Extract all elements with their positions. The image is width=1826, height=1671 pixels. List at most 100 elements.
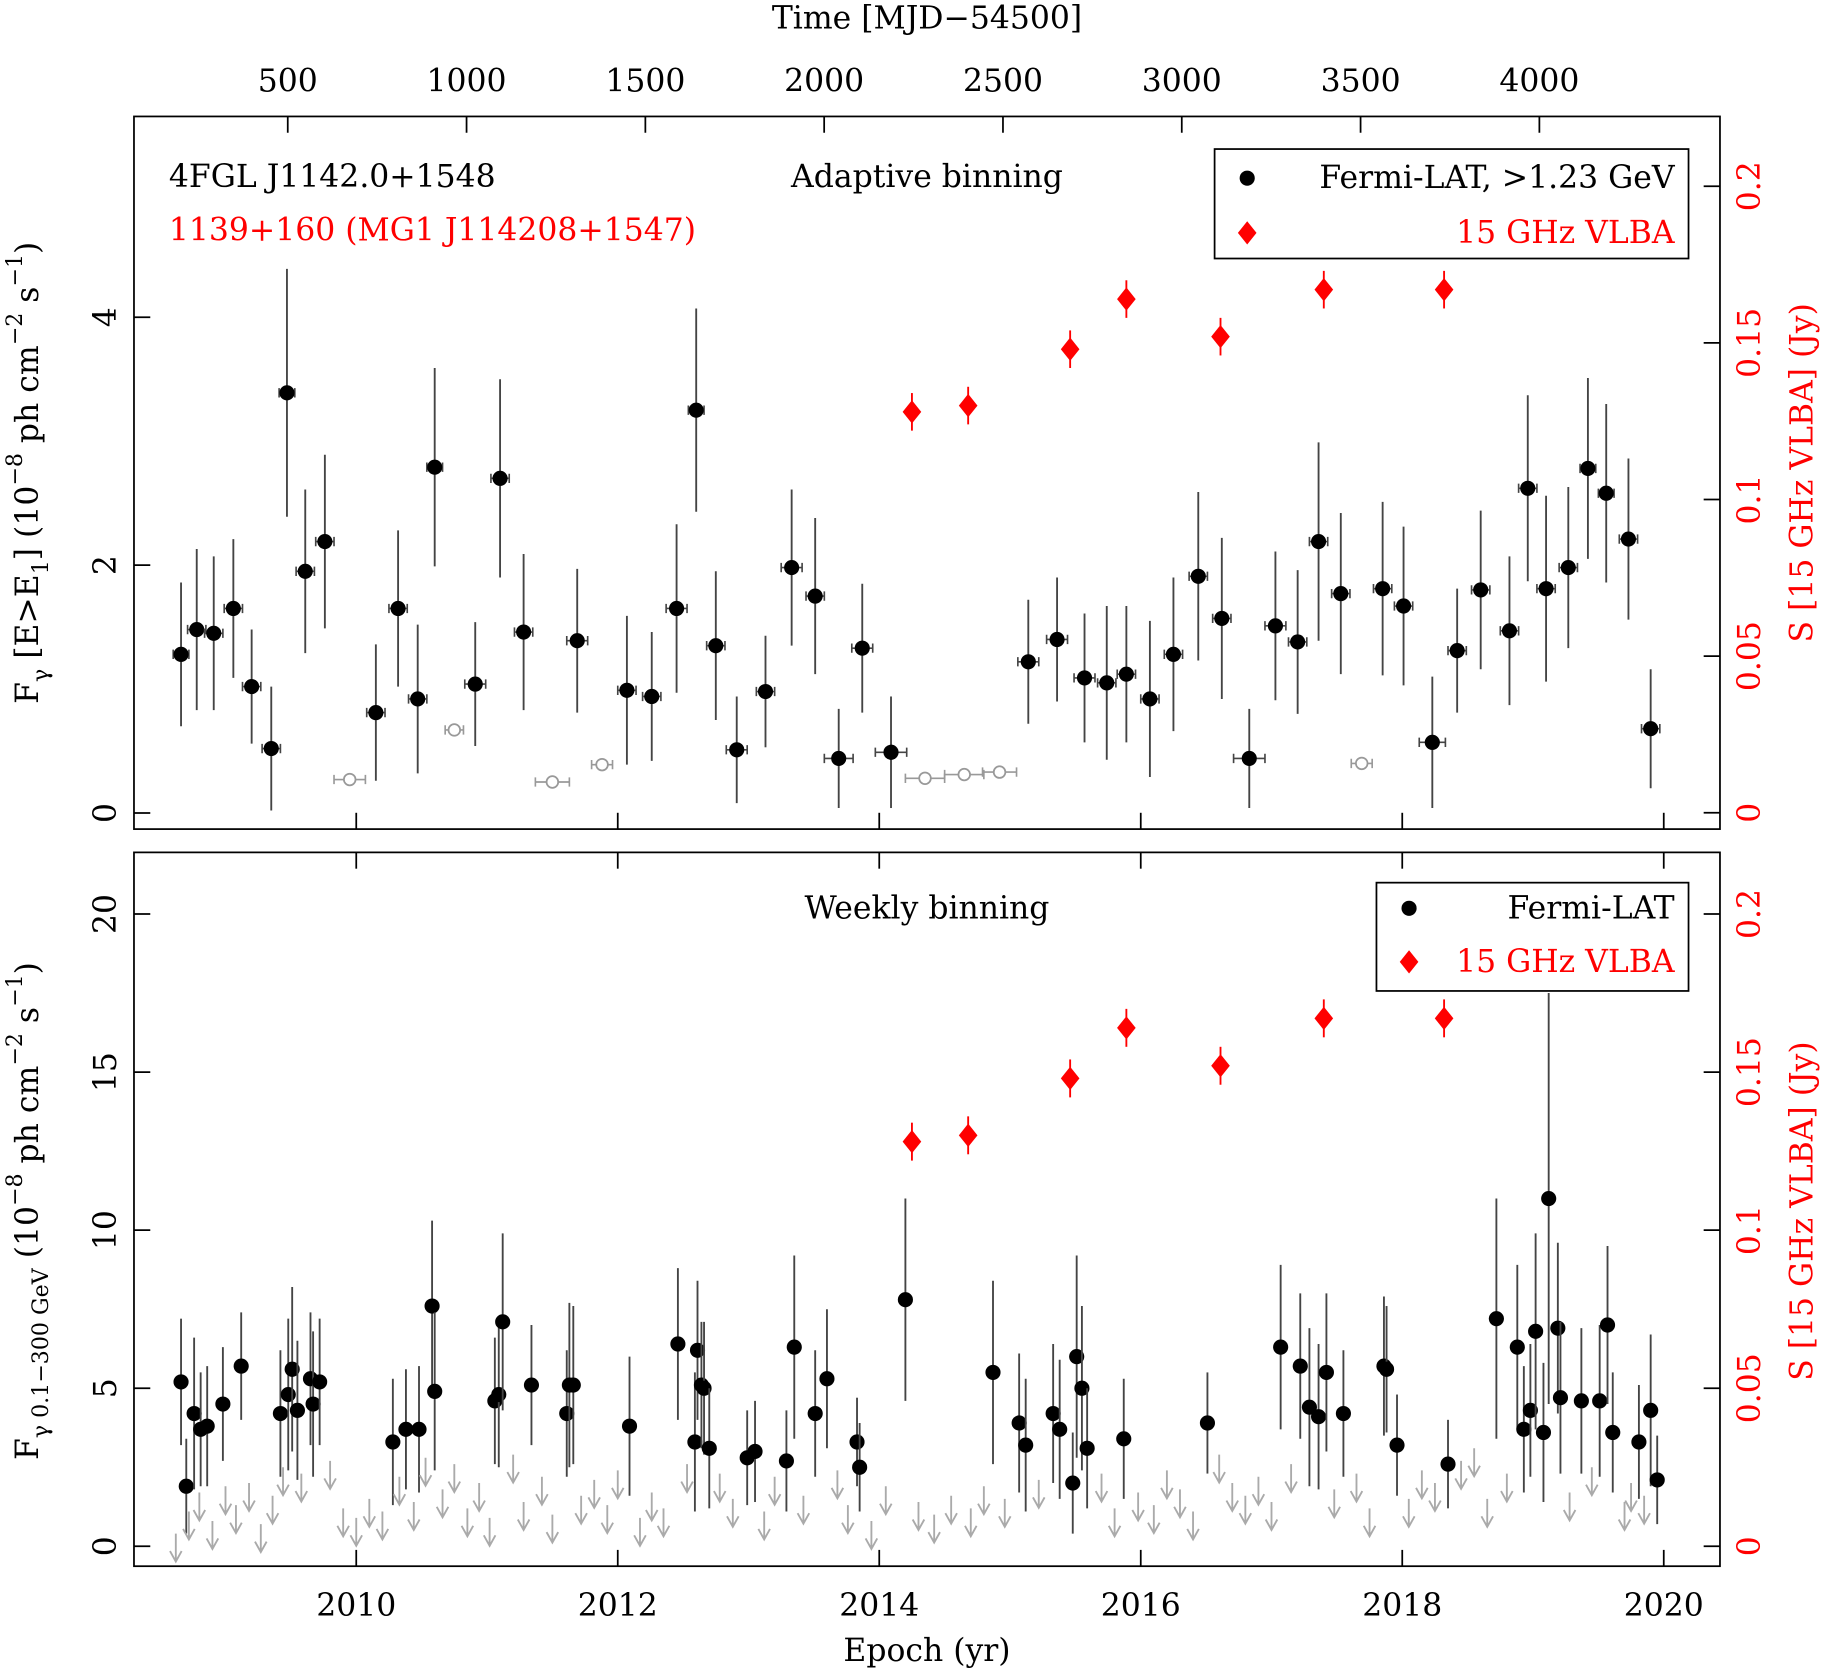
- x-axis-label: Epoch (yr): [843, 1633, 1010, 1669]
- data-point: [1552, 1390, 1569, 1406]
- data-point: [1117, 287, 1136, 311]
- data-point: [1335, 1405, 1351, 1422]
- data-point: [927, 1514, 941, 1545]
- data-point: [831, 750, 847, 767]
- data-point: [375, 1511, 390, 1542]
- data-point: [611, 1470, 625, 1501]
- data-point: [680, 1464, 694, 1494]
- data-point: [1620, 531, 1637, 547]
- data-point: [1118, 666, 1134, 682]
- data-point: [574, 1495, 588, 1526]
- data-point: [807, 588, 823, 604]
- data-point: [957, 767, 971, 782]
- data-point: [1643, 721, 1659, 737]
- data-point: [482, 1517, 497, 1548]
- legend-label: Fermi-LAT: [1508, 890, 1675, 926]
- data-point: [687, 1434, 703, 1450]
- data-point: [819, 1371, 835, 1387]
- data-point: [472, 1483, 486, 1513]
- data-point: [883, 744, 899, 760]
- data-point: [918, 771, 932, 785]
- data-point: [169, 1533, 183, 1564]
- data-point: [173, 1374, 189, 1390]
- data-point: [1424, 734, 1440, 750]
- legend-marker: [1239, 170, 1255, 186]
- y-tick-label: 4: [88, 307, 124, 327]
- data-point: [786, 1339, 802, 1355]
- x2-tick-label: 1000: [427, 64, 507, 100]
- data-point: [1238, 1495, 1252, 1526]
- data-point: [263, 740, 279, 757]
- data-point: [964, 1508, 978, 1539]
- y-label-part: s: [10, 287, 46, 313]
- x-tick-label: 2020: [1624, 1588, 1704, 1624]
- data-point: [1649, 1472, 1665, 1488]
- data-point: [565, 1377, 581, 1393]
- data-point: [427, 459, 443, 475]
- plot-frame: [133, 851, 1721, 1568]
- data-point: [1241, 750, 1257, 767]
- data-point: [1099, 675, 1115, 691]
- data-point: [689, 1342, 706, 1358]
- data-point: [516, 1502, 531, 1532]
- data-point: [595, 757, 609, 772]
- data-point: [1528, 1323, 1544, 1339]
- data-point: [1214, 610, 1230, 626]
- data-point: [1598, 485, 1614, 501]
- data-point: [1449, 643, 1465, 659]
- y-label-part: −1: [2, 974, 28, 1007]
- data-point: [1311, 533, 1327, 550]
- data-point: [1488, 1311, 1504, 1327]
- data-point: [977, 1486, 991, 1517]
- y-tick-label: 15: [88, 1052, 124, 1092]
- data-point: [1562, 1492, 1577, 1523]
- data-point: [523, 1377, 540, 1393]
- y-label-part: −8: [2, 1173, 28, 1206]
- y-label-part: (10: [10, 1206, 46, 1268]
- data-point: [1199, 1415, 1216, 1431]
- annotation: Adaptive binning: [790, 159, 1063, 195]
- data-point: [424, 1298, 440, 1314]
- y-label-part: −1: [2, 254, 28, 287]
- data-point: [1624, 1483, 1638, 1513]
- data-point: [1480, 1498, 1494, 1529]
- data-point: [726, 1498, 740, 1529]
- data-point: [1160, 1470, 1174, 1501]
- data-point: [289, 1402, 305, 1418]
- data-point: [841, 1505, 855, 1536]
- data-point: [1186, 1511, 1200, 1542]
- data-point: [747, 1443, 763, 1460]
- data-point: [1060, 1066, 1080, 1091]
- data-point: [1327, 1489, 1341, 1520]
- y2-tick-label: 0.15: [1732, 308, 1768, 378]
- data-point: [506, 1454, 520, 1485]
- data-point: [362, 1498, 376, 1529]
- data-point: [1211, 325, 1230, 349]
- data-point: [696, 1380, 712, 1396]
- data-point: [729, 742, 745, 758]
- x-tick-label: 2016: [1101, 1588, 1181, 1624]
- y2-tick-label: 0: [1732, 1536, 1768, 1556]
- data-point: [182, 1511, 196, 1542]
- data-point: [1520, 480, 1536, 496]
- data-point: [1032, 1479, 1046, 1510]
- data-point: [1333, 586, 1349, 602]
- data-point: [206, 625, 222, 641]
- data-point: [587, 1479, 601, 1510]
- data-point: [1116, 1431, 1132, 1447]
- data-point: [1212, 1454, 1226, 1485]
- data-point: [879, 1486, 893, 1517]
- data-point: [911, 1502, 926, 1532]
- data-point: [1301, 1399, 1317, 1415]
- data-point: [336, 1508, 350, 1539]
- data-point: [1074, 1380, 1090, 1396]
- y-label-part: −2: [2, 313, 28, 346]
- y2-tick-label: 0.1: [1732, 475, 1768, 525]
- x-tick-label: 2018: [1362, 1588, 1442, 1624]
- data-point: [1631, 1434, 1647, 1450]
- data-point: [516, 624, 532, 640]
- x2-tick-label: 2500: [963, 64, 1043, 100]
- data-point: [1318, 1364, 1334, 1380]
- data-point: [1428, 1483, 1442, 1513]
- data-point: [864, 1520, 879, 1551]
